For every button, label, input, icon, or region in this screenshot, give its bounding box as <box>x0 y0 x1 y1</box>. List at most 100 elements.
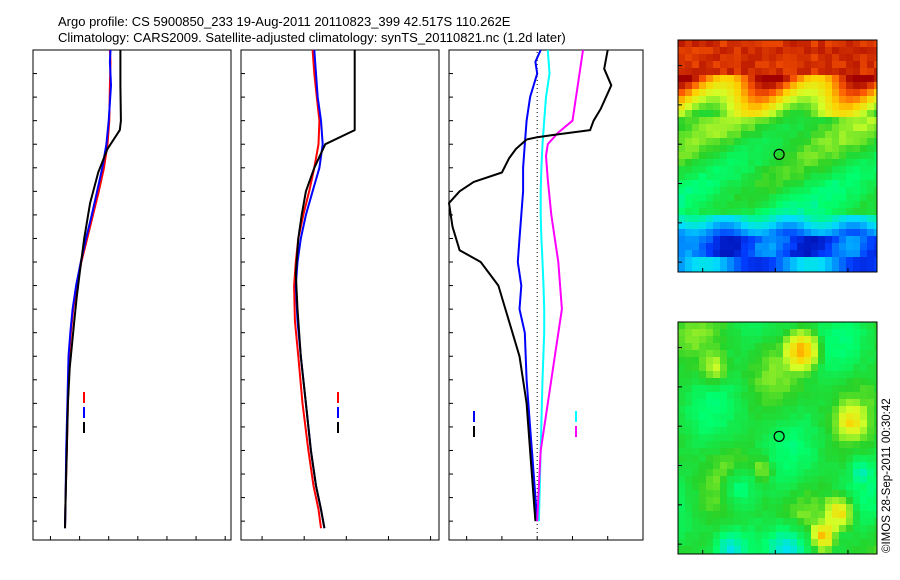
map-cell <box>762 61 770 69</box>
map-cell <box>846 357 854 365</box>
map-cell <box>762 40 770 48</box>
map-cell <box>748 236 756 244</box>
map-cell <box>734 385 742 393</box>
map-cell <box>860 117 868 125</box>
map-cell <box>706 215 714 223</box>
map-cell <box>853 350 861 358</box>
map-cell <box>818 180 826 188</box>
map-cell <box>769 511 777 519</box>
map-cell <box>699 336 707 344</box>
map-cell <box>748 511 756 519</box>
map-cell <box>727 145 735 153</box>
map-cell <box>734 497 742 505</box>
map-cell <box>678 201 686 209</box>
map-cell <box>720 236 728 244</box>
map-cell <box>727 124 735 132</box>
map-cell <box>692 117 700 125</box>
map-cell <box>769 257 777 265</box>
map-cell <box>706 173 714 181</box>
map-cell <box>699 504 707 512</box>
map-cell <box>804 145 812 153</box>
map-cell <box>776 194 784 202</box>
map-cell <box>734 166 742 174</box>
map-cell <box>734 264 742 272</box>
map-cell <box>825 110 833 118</box>
map-cell <box>846 89 854 97</box>
map-cell <box>839 40 847 48</box>
map-cell <box>727 173 735 181</box>
map-cell <box>720 47 728 55</box>
map-cell <box>860 413 868 421</box>
map-cell <box>811 54 819 62</box>
map-cell <box>853 131 861 139</box>
map-cell <box>755 434 763 442</box>
map-cell <box>741 40 749 48</box>
map-cell <box>783 518 791 526</box>
map-cell <box>713 187 721 195</box>
map-cell <box>804 222 812 230</box>
map-cell <box>713 243 721 251</box>
map-cell <box>790 40 798 48</box>
map-cell <box>783 96 791 104</box>
map-cell <box>720 525 728 533</box>
map-cell <box>685 406 693 414</box>
map-cell <box>678 511 686 519</box>
map-cell <box>783 455 791 463</box>
map-cell <box>734 145 742 153</box>
map-cell <box>699 420 707 428</box>
map-cell <box>867 131 875 139</box>
map-cell <box>755 329 763 337</box>
map-cell <box>699 476 707 484</box>
map-cell <box>860 357 868 365</box>
map-cell <box>727 518 735 526</box>
map-cell <box>706 103 714 111</box>
map-cell <box>741 47 749 55</box>
map-cell <box>811 399 819 407</box>
map-cell <box>713 159 721 167</box>
map-cell <box>699 47 707 55</box>
map-cell <box>846 159 854 167</box>
map-cell <box>755 441 763 449</box>
map-cell <box>685 364 693 372</box>
map-cell <box>706 89 714 97</box>
map-cell <box>832 420 840 428</box>
map-cell <box>839 525 847 533</box>
map-cell <box>748 336 756 344</box>
map-cell <box>762 82 770 90</box>
map-cell <box>874 504 877 512</box>
map-cell <box>783 145 791 153</box>
map-cell <box>699 187 707 195</box>
map-cell <box>818 532 826 540</box>
map-cell <box>874 68 877 76</box>
map-cell <box>867 322 875 330</box>
map-cell <box>727 399 735 407</box>
map-cell <box>776 215 784 223</box>
map-cell <box>678 448 686 456</box>
map-cell <box>678 243 686 251</box>
map-cell <box>867 399 875 407</box>
map-cell <box>874 462 877 470</box>
map-cell <box>727 378 735 386</box>
map-cell <box>741 434 749 442</box>
map-cell <box>860 243 868 251</box>
map-cell <box>727 264 735 272</box>
map-cell <box>797 257 805 265</box>
map-cell <box>853 243 861 251</box>
map-cell <box>734 378 742 386</box>
map-cell <box>860 511 868 519</box>
map-cell <box>811 420 819 428</box>
map-cell <box>748 208 756 216</box>
map-cell <box>804 215 812 223</box>
map-cell <box>699 152 707 160</box>
map-cell <box>727 434 735 442</box>
map-cell <box>692 329 700 337</box>
map-cell <box>783 229 791 237</box>
map-cell <box>762 103 770 111</box>
map-cell <box>825 264 833 272</box>
map-cell <box>692 539 700 547</box>
map-cell <box>790 455 798 463</box>
map-cell <box>748 40 756 48</box>
map-cell <box>685 350 693 358</box>
map-cell <box>790 194 798 202</box>
map-cell <box>832 539 840 547</box>
